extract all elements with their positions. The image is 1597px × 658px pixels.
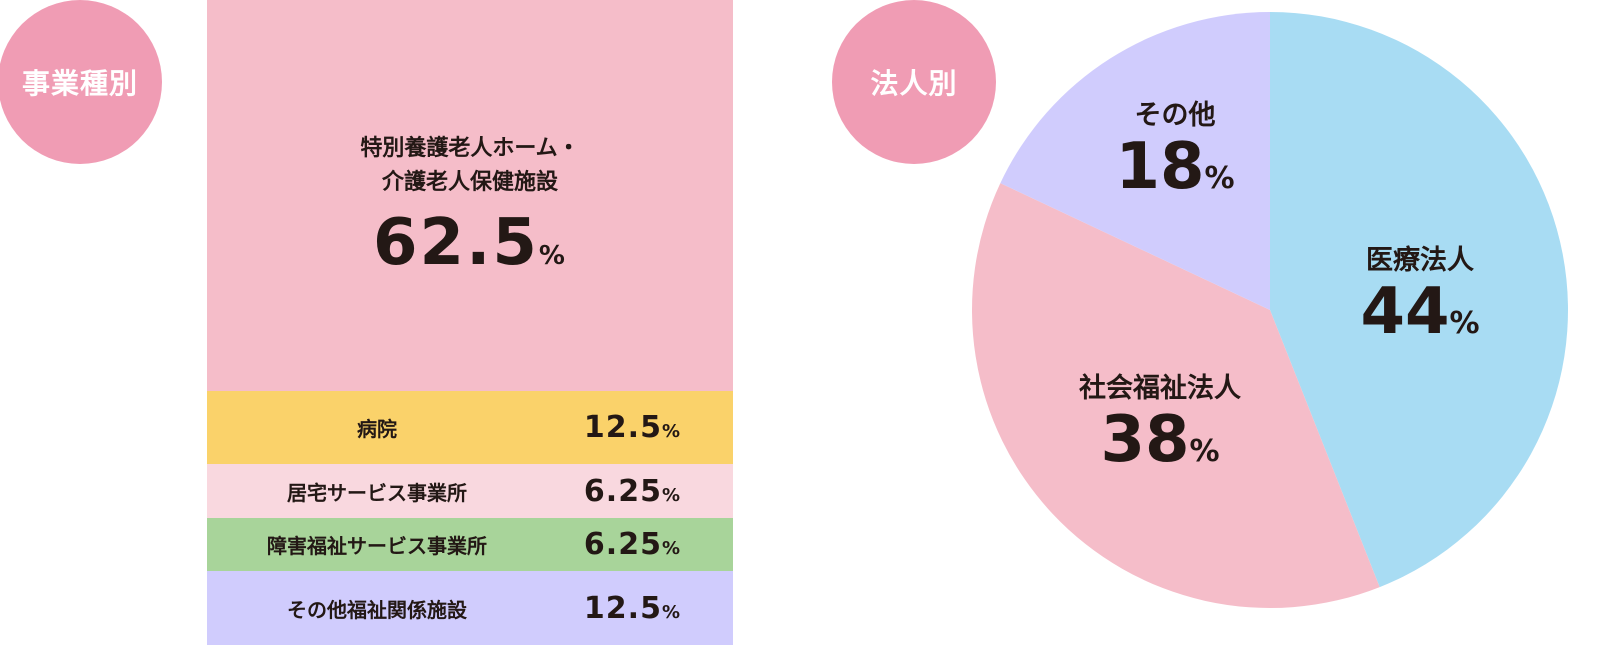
- slice-name: その他: [1134, 100, 1216, 131]
- value-unit: %: [661, 538, 681, 559]
- segment-value: 12.5%: [584, 591, 681, 626]
- pie-slice-medical: [1270, 12, 1569, 588]
- value-number: 6.25: [583, 473, 662, 509]
- stacked-bar: 特別養護老人ホーム・ 介護老人保健施設 62.5% 病院 12.5% 居宅サービス事…: [207, 0, 733, 645]
- segment-value: 6.25%: [584, 527, 681, 562]
- corporation-type-badge: 法人別: [832, 0, 996, 164]
- value-unit: %: [538, 241, 567, 271]
- slice-value: 38%: [1079, 405, 1241, 475]
- value-unit: %: [661, 484, 681, 506]
- pie-label-other: その他 18%: [1115, 93, 1234, 202]
- slice-name: 社会福祉法人: [1079, 373, 1241, 404]
- pie-slice-other: [1000, 12, 1270, 310]
- bar-segment-other-welfare: その他福祉関係施設 12.5%: [207, 571, 733, 645]
- value-number: 38: [1100, 403, 1190, 477]
- segment-label-line2: 介護老人保健施設: [381, 170, 558, 195]
- bar-segment-home-service: 居宅サービス事業所 6.25%: [207, 464, 733, 518]
- value-number: 62.5: [373, 206, 539, 280]
- segment-value: 12.5%: [584, 410, 681, 445]
- value-unit: %: [1189, 434, 1220, 469]
- value-number: 6.25: [583, 527, 662, 562]
- value-unit: %: [661, 421, 681, 442]
- slice-value: 18%: [1115, 132, 1234, 202]
- value-unit: %: [661, 601, 681, 623]
- value-number: 44: [1360, 275, 1450, 349]
- slice-name: 医療法人: [1366, 245, 1474, 276]
- pie-label-social-welfare: 社会福祉法人 38%: [1079, 366, 1241, 475]
- segment-value: 6.25%: [584, 474, 681, 509]
- value-number: 12.5: [583, 590, 662, 626]
- value-unit: %: [1449, 306, 1480, 341]
- segment-label: その他福祉関係施設: [287, 597, 467, 622]
- value-unit: %: [1204, 161, 1235, 196]
- segment-label-block: 特別養護老人ホーム・ 介護老人保健施設 62.5%: [207, 132, 733, 280]
- segment-label: 障害福祉サービス事業所: [267, 534, 487, 558]
- slice-value: 44%: [1360, 277, 1479, 347]
- pie-label-medical: 医療法人 44%: [1360, 238, 1479, 347]
- pie-slice-social-welfare: [971, 183, 1380, 609]
- bar-segment-disability-service: 障害福祉サービス事業所 6.25%: [207, 518, 733, 571]
- bar-segment-hospital: 病院 12.5%: [207, 391, 733, 464]
- segment-value: 62.5%: [207, 206, 733, 280]
- segment-label: 居宅サービス事業所: [287, 480, 467, 505]
- business-type-badge: 事業種別: [0, 0, 162, 164]
- badge-label: 法人別: [870, 67, 958, 100]
- bar-segment-nursing-home: 特別養護老人ホーム・ 介護老人保健施設 62.5%: [207, 0, 733, 391]
- value-number: 18: [1115, 130, 1205, 204]
- segment-label-line1: 特別養護老人ホーム・: [360, 136, 580, 161]
- segment-label: 病院: [357, 417, 397, 441]
- value-number: 12.5: [583, 410, 662, 445]
- badge-label: 事業種別: [21, 67, 138, 100]
